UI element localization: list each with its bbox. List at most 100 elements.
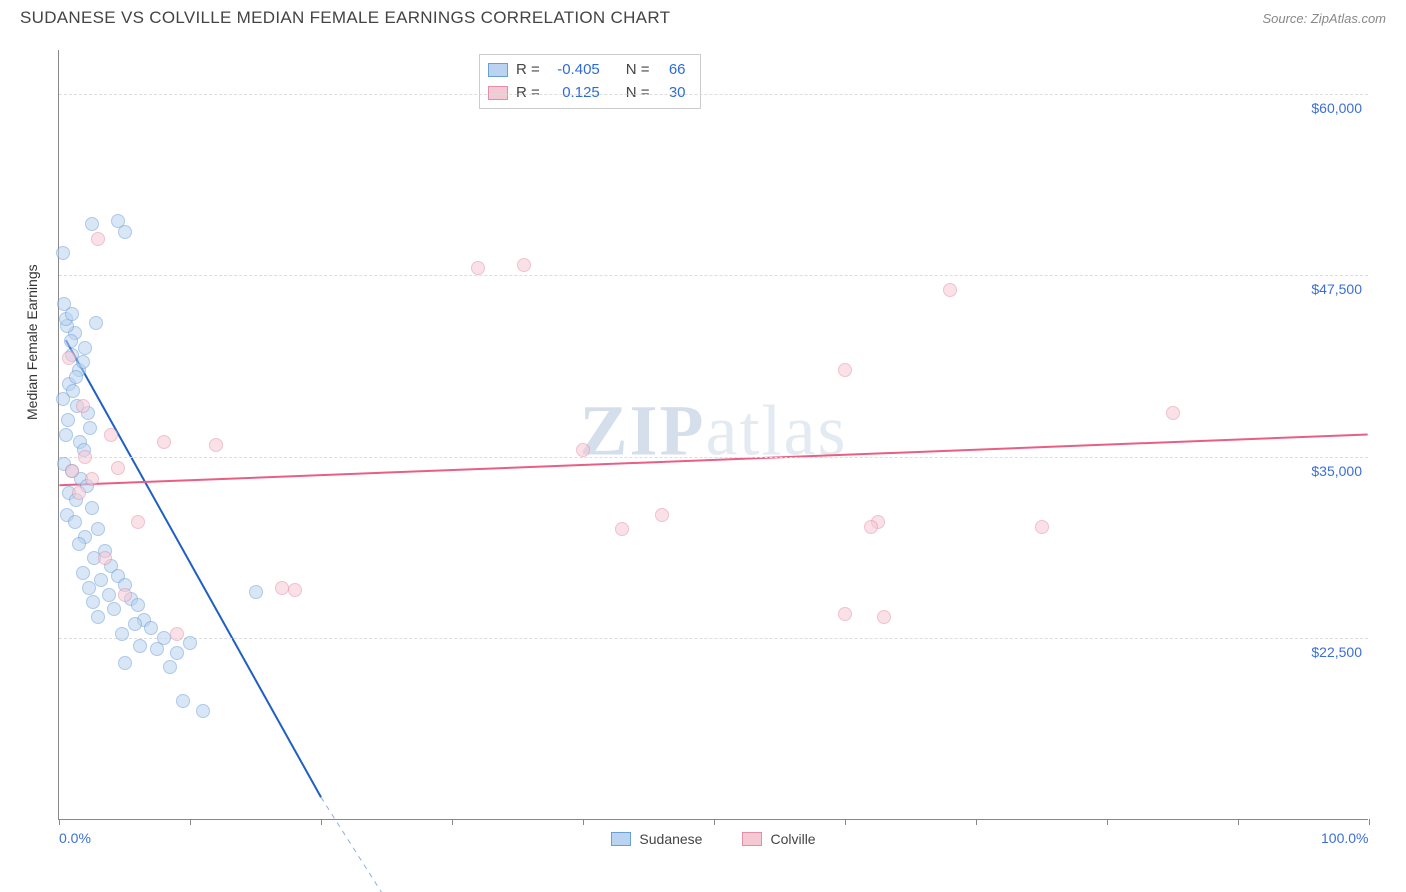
scatter-point bbox=[288, 583, 302, 597]
scatter-point bbox=[864, 520, 878, 534]
gridline bbox=[59, 94, 1368, 95]
scatter-point bbox=[76, 355, 90, 369]
scatter-point bbox=[85, 217, 99, 231]
x-tick bbox=[452, 819, 453, 825]
x-tick bbox=[1107, 819, 1108, 825]
scatter-point bbox=[170, 627, 184, 641]
trend-lines-layer bbox=[59, 50, 1368, 819]
x-tick bbox=[59, 819, 60, 825]
watermark-atlas: atlas bbox=[706, 390, 848, 470]
x-tick bbox=[321, 819, 322, 825]
scatter-point bbox=[85, 472, 99, 486]
scatter-point bbox=[150, 642, 164, 656]
scatter-point bbox=[838, 607, 852, 621]
scatter-point bbox=[64, 334, 78, 348]
y-axis-label: Median Female Earnings bbox=[24, 264, 40, 420]
scatter-point bbox=[65, 307, 79, 321]
scatter-point bbox=[78, 450, 92, 464]
plot-area: ZIPatlas R = -0.405 N = 66 R = 0.125 N =… bbox=[58, 50, 1368, 820]
scatter-point bbox=[157, 435, 171, 449]
watermark-zip: ZIP bbox=[580, 390, 706, 470]
scatter-point bbox=[91, 610, 105, 624]
scatter-point bbox=[111, 461, 125, 475]
scatter-point bbox=[82, 581, 96, 595]
scatter-point bbox=[176, 694, 190, 708]
x-tick bbox=[1238, 819, 1239, 825]
gridline bbox=[59, 457, 1368, 458]
scatter-point bbox=[655, 508, 669, 522]
legend-item-sudanese: Sudanese bbox=[611, 831, 702, 847]
scatter-point bbox=[104, 428, 118, 442]
y-tick-label: $35,000 bbox=[1311, 463, 1362, 479]
scatter-point bbox=[131, 515, 145, 529]
scatter-point bbox=[275, 581, 289, 595]
scatter-point bbox=[838, 363, 852, 377]
y-tick-label: $22,500 bbox=[1311, 644, 1362, 660]
scatter-point bbox=[131, 598, 145, 612]
scatter-point bbox=[249, 585, 263, 599]
scatter-point bbox=[86, 595, 100, 609]
gridline bbox=[59, 638, 1368, 639]
scatter-point bbox=[517, 258, 531, 272]
legend-label: Sudanese bbox=[639, 831, 702, 847]
x-tick bbox=[976, 819, 977, 825]
scatter-point bbox=[72, 486, 86, 500]
scatter-point bbox=[65, 464, 79, 478]
gridline bbox=[59, 275, 1368, 276]
x-tick-label: 0.0% bbox=[59, 830, 91, 846]
scatter-point bbox=[1035, 520, 1049, 534]
scatter-point bbox=[78, 341, 92, 355]
source-attribution: Source: ZipAtlas.com bbox=[1262, 11, 1386, 26]
r-value-sudanese: -0.405 bbox=[548, 59, 600, 82]
scatter-point bbox=[85, 501, 99, 515]
scatter-point bbox=[170, 646, 184, 660]
scatter-point bbox=[61, 413, 75, 427]
swatch-colville bbox=[742, 832, 762, 846]
n-label: N = bbox=[626, 59, 650, 82]
scatter-point bbox=[72, 537, 86, 551]
scatter-point bbox=[102, 588, 116, 602]
scatter-point bbox=[89, 316, 103, 330]
x-tick bbox=[583, 819, 584, 825]
stats-row: R = -0.405 N = 66 bbox=[488, 59, 686, 82]
scatter-point bbox=[209, 438, 223, 452]
chart-header: SUDANESE VS COLVILLE MEDIAN FEMALE EARNI… bbox=[0, 0, 1406, 32]
scatter-point bbox=[69, 370, 83, 384]
n-value-sudanese: 66 bbox=[658, 59, 686, 82]
scatter-point bbox=[1166, 406, 1180, 420]
scatter-point bbox=[877, 610, 891, 624]
legend-item-colville: Colville bbox=[742, 831, 815, 847]
scatter-point bbox=[91, 232, 105, 246]
scatter-point bbox=[471, 261, 485, 275]
y-tick-label: $47,500 bbox=[1311, 281, 1362, 297]
scatter-point bbox=[76, 399, 90, 413]
scatter-point bbox=[56, 392, 70, 406]
scatter-point bbox=[163, 660, 177, 674]
scatter-point bbox=[943, 283, 957, 297]
scatter-point bbox=[76, 566, 90, 580]
scatter-point bbox=[183, 636, 197, 650]
scatter-point bbox=[98, 551, 112, 565]
legend-label: Colville bbox=[770, 831, 815, 847]
legend: Sudanese Colville bbox=[59, 831, 1368, 847]
scatter-point bbox=[83, 421, 97, 435]
chart-title: SUDANESE VS COLVILLE MEDIAN FEMALE EARNI… bbox=[20, 8, 670, 28]
x-tick bbox=[1369, 819, 1370, 825]
correlation-stats-box: R = -0.405 N = 66 R = 0.125 N = 30 bbox=[479, 54, 701, 109]
y-tick-label: $60,000 bbox=[1311, 100, 1362, 116]
scatter-point bbox=[91, 522, 105, 536]
x-tick bbox=[845, 819, 846, 825]
trend-line bbox=[59, 435, 1367, 486]
scatter-point bbox=[118, 225, 132, 239]
scatter-point bbox=[68, 515, 82, 529]
x-tick-label: 100.0% bbox=[1321, 830, 1368, 846]
swatch-sudanese bbox=[611, 832, 631, 846]
r-label: R = bbox=[516, 59, 540, 82]
scatter-point bbox=[62, 351, 76, 365]
x-tick bbox=[190, 819, 191, 825]
scatter-point bbox=[118, 588, 132, 602]
scatter-point bbox=[59, 428, 73, 442]
scatter-point bbox=[118, 656, 132, 670]
scatter-point bbox=[115, 627, 129, 641]
scatter-point bbox=[128, 617, 142, 631]
